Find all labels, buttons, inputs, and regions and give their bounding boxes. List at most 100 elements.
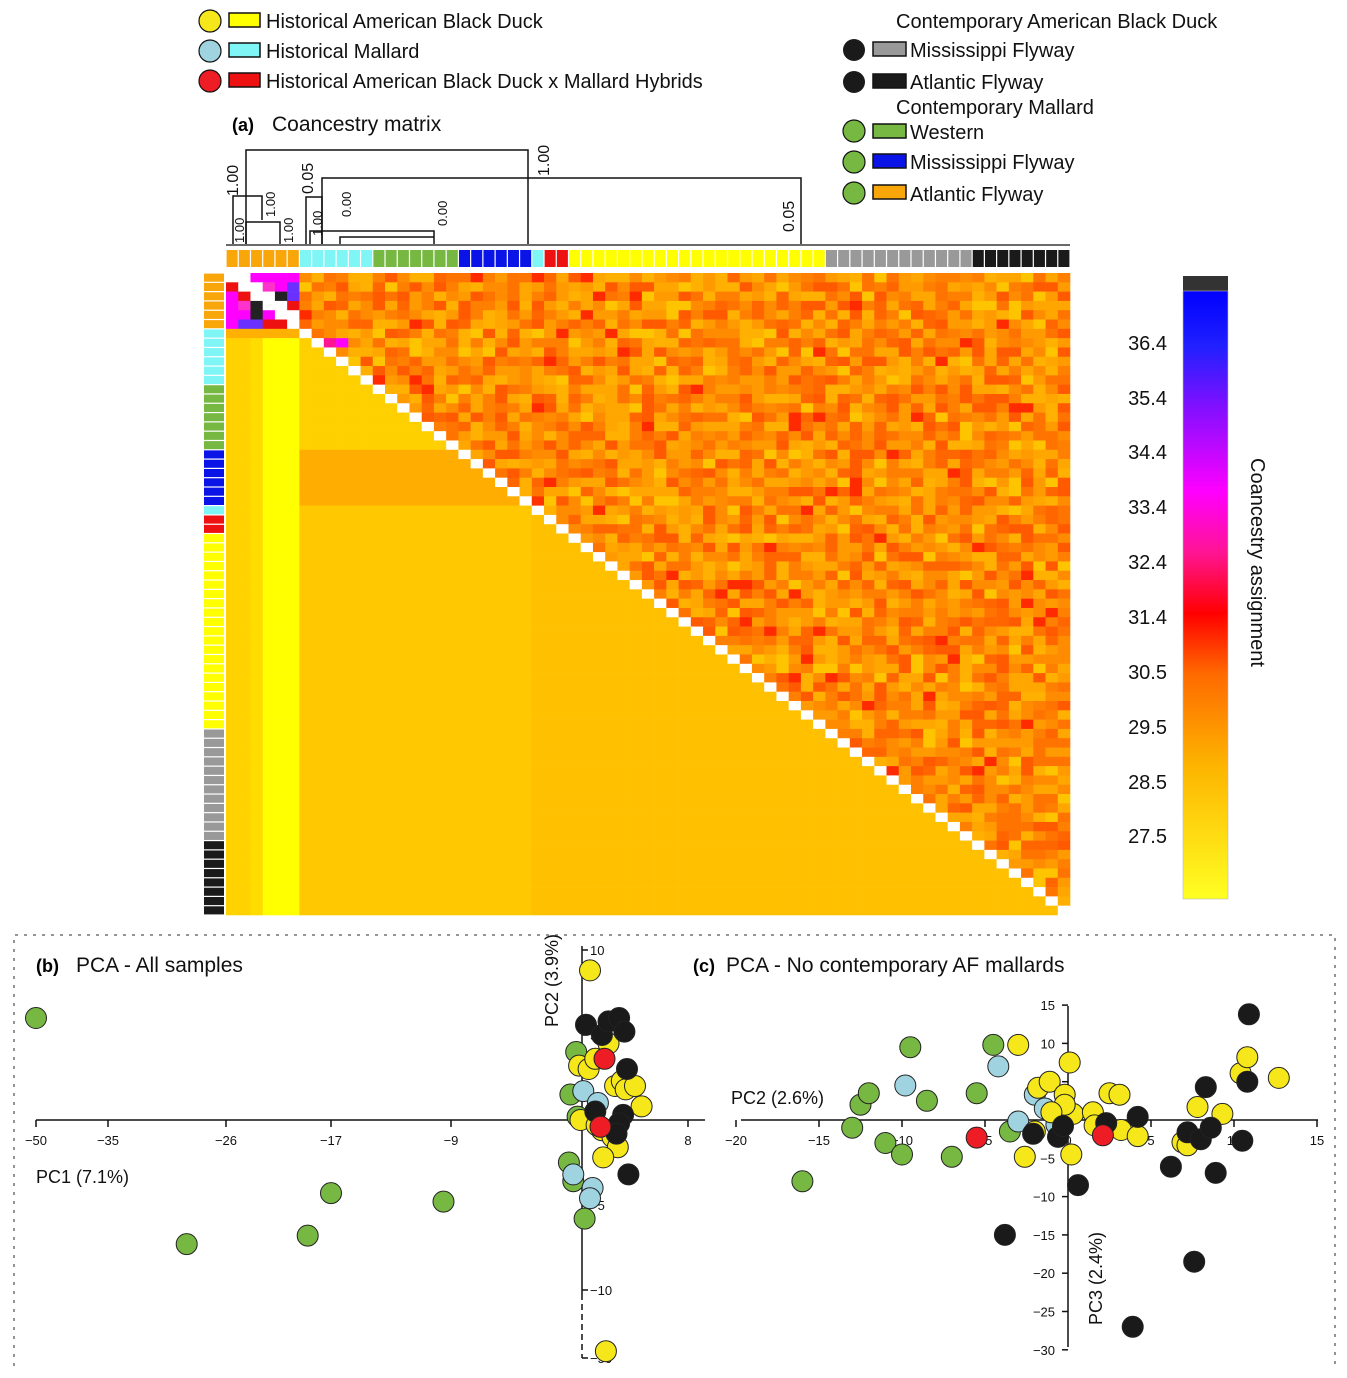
heatmap-cell <box>262 821 276 832</box>
heatmap-cell <box>446 468 459 478</box>
heatmap-cell <box>800 375 814 385</box>
heatmap-cell <box>800 859 814 869</box>
heatmap-cell <box>250 691 263 702</box>
heatmap-cell <box>336 840 349 851</box>
heatmap-cell <box>544 300 557 311</box>
heatmap-cell <box>482 282 496 292</box>
column-group-strip <box>740 250 752 267</box>
heatmap-cell <box>641 552 655 562</box>
heatmap-cell <box>996 468 1010 478</box>
heatmap-cell <box>751 403 765 413</box>
heatmap-cell <box>544 598 557 609</box>
heatmap-cell <box>715 431 728 441</box>
heatmap-cell <box>1057 496 1071 506</box>
heatmap-cell <box>458 393 471 404</box>
heatmap-cell <box>226 617 239 627</box>
pca-b-tick-labels: −50−35−26−17−981050−5−10−50 <box>25 943 692 1366</box>
heatmap-cell <box>972 468 985 478</box>
heatmap-cell <box>666 570 679 581</box>
colorbar-tick-label: 27.5 <box>1128 826 1167 848</box>
heatmap-cell <box>433 347 447 358</box>
heatmap-cell <box>690 347 704 358</box>
heatmap-cell <box>250 747 263 758</box>
heatmap-cell <box>1008 393 1022 404</box>
heatmap-cell <box>813 468 826 478</box>
heatmap-cell <box>580 459 594 469</box>
heatmap-cell <box>617 710 630 720</box>
heatmap-cell <box>837 580 851 590</box>
heatmap-cell <box>996 887 1010 897</box>
heatmap-cell <box>385 635 398 646</box>
legend-title-contemporary-mallard: Contemporary Mallard <box>896 97 1094 119</box>
heatmap-cell <box>727 887 741 897</box>
heatmap-cell <box>654 747 667 758</box>
heatmap-cell <box>678 617 692 627</box>
heatmap-cell <box>923 626 936 637</box>
heatmap-cell <box>544 654 557 665</box>
heatmap-cell <box>727 319 741 330</box>
heatmap-cell <box>409 747 423 758</box>
heatmap-cell <box>727 617 741 627</box>
heatmap-cell <box>446 580 459 590</box>
heatmap-cell <box>385 291 398 302</box>
heatmap-cell <box>446 663 459 674</box>
heatmap-cell <box>458 905 471 916</box>
heatmap-cell <box>1057 645 1071 655</box>
heatmap-cell <box>397 366 410 376</box>
heatmap-cell <box>531 663 545 674</box>
heatmap-cell <box>323 561 337 572</box>
heatmap-cell <box>825 487 838 497</box>
heatmap-cell <box>262 468 276 478</box>
heatmap-cell <box>715 524 728 534</box>
heatmap-cell <box>507 300 520 311</box>
heatmap-cell <box>238 663 251 674</box>
heatmap-cell <box>226 663 239 674</box>
heatmap-cell <box>495 756 508 767</box>
heatmap-cell <box>678 570 692 581</box>
heatmap-cell <box>788 384 802 395</box>
heatmap-cell <box>947 840 961 851</box>
heatmap-cell <box>1033 393 1046 404</box>
heatmap-cell <box>544 747 557 758</box>
heatmap-cell <box>947 747 961 758</box>
heatmap-cell <box>409 710 423 720</box>
heatmap-cell <box>641 607 655 618</box>
heatmap-cell <box>360 784 374 795</box>
heatmap-cell <box>556 421 569 432</box>
heatmap-cell <box>629 701 643 711</box>
heatmap-cell <box>495 794 508 804</box>
heatmap-cell <box>360 868 374 879</box>
heatmap-cell <box>372 542 386 553</box>
heatmap-cell <box>727 719 741 730</box>
heatmap-cell <box>311 412 325 423</box>
heatmap-cell <box>690 310 704 320</box>
heatmap-cell <box>397 524 410 534</box>
heatmap-cell <box>605 617 618 627</box>
heatmap-cell <box>433 589 447 599</box>
heatmap-cell <box>996 840 1010 851</box>
heatmap-cell <box>605 812 618 823</box>
heatmap-cell <box>262 496 276 506</box>
heatmap-cell <box>348 905 361 916</box>
column-group-strip <box>728 250 740 267</box>
heatmap-cell <box>813 300 826 311</box>
heatmap-cell <box>874 403 887 413</box>
heatmap-cell <box>1008 403 1022 413</box>
heatmap-cell <box>262 487 276 497</box>
heatmap-cell <box>470 440 484 451</box>
row-group-strip <box>204 320 224 329</box>
heatmap-cell <box>617 654 630 665</box>
heatmap-cell <box>800 803 814 813</box>
heatmap-cell <box>678 449 692 460</box>
heatmap-cell <box>654 542 667 553</box>
heatmap-cell <box>641 877 655 888</box>
heatmap-cell <box>825 728 838 739</box>
heatmap-cell <box>739 794 753 804</box>
heatmap-cell <box>703 328 716 339</box>
heatmap-cell <box>898 766 912 776</box>
heatmap-cell <box>617 347 630 358</box>
heatmap-cell <box>703 738 716 748</box>
heatmap-cell <box>886 347 900 358</box>
heatmap-cell <box>470 496 484 506</box>
heatmap-cell <box>959 580 973 590</box>
